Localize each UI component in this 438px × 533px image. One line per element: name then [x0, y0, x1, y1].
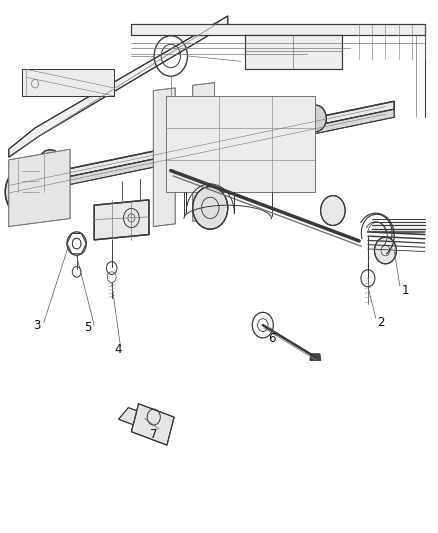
Polygon shape: [131, 403, 174, 445]
Text: 4: 4: [114, 343, 122, 356]
Polygon shape: [9, 101, 394, 189]
Circle shape: [321, 196, 345, 225]
Polygon shape: [22, 69, 114, 96]
Polygon shape: [9, 16, 228, 157]
Polygon shape: [9, 149, 70, 227]
Polygon shape: [166, 96, 315, 192]
Polygon shape: [245, 35, 342, 69]
Circle shape: [193, 187, 228, 229]
Text: 5: 5: [84, 321, 91, 334]
Circle shape: [37, 150, 64, 182]
Polygon shape: [153, 88, 175, 227]
Polygon shape: [119, 408, 137, 425]
Text: 7: 7: [149, 428, 157, 441]
Text: 3: 3: [34, 319, 41, 332]
Circle shape: [374, 237, 396, 264]
Circle shape: [5, 166, 47, 217]
Text: 6: 6: [268, 332, 276, 345]
Polygon shape: [131, 24, 425, 35]
Polygon shape: [94, 200, 149, 240]
Polygon shape: [193, 83, 215, 221]
Text: 1: 1: [401, 284, 409, 297]
Polygon shape: [310, 354, 321, 360]
Text: 2: 2: [377, 316, 385, 329]
Circle shape: [21, 185, 32, 198]
Circle shape: [304, 105, 326, 132]
Polygon shape: [9, 109, 394, 197]
